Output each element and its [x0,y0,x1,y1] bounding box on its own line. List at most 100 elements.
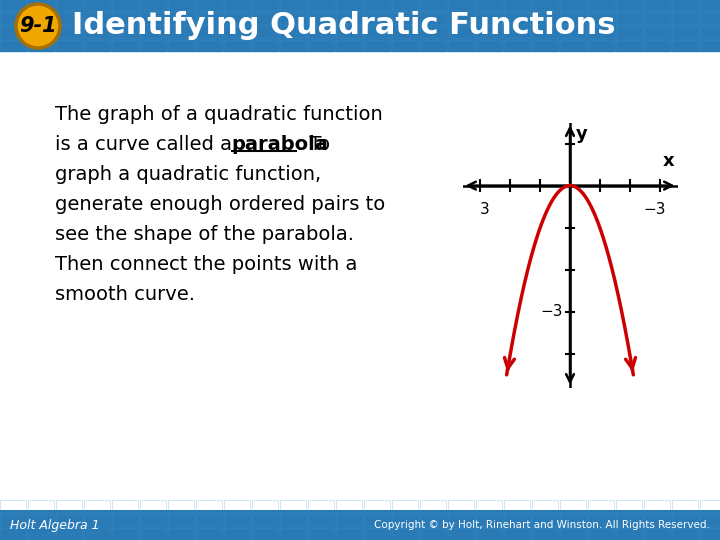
Bar [56,528,82,540]
Text: smooth curve.: smooth curve. [55,285,195,304]
Bar [168,528,194,540]
Bar [112,26,138,38]
Bar [252,0,278,10]
Text: −3: −3 [540,304,562,319]
Bar [392,528,418,540]
Bar [336,40,362,52]
Text: graph a quadratic function,: graph a quadratic function, [55,165,321,184]
Bar [420,26,446,38]
Bar [336,500,362,512]
Text: Then connect the points with a: Then connect the points with a [55,255,357,274]
Bar [700,0,720,10]
Bar [84,0,110,10]
Bar [252,40,278,52]
Bar [392,0,418,10]
Bar [280,500,306,512]
Bar [364,500,390,512]
Bar [224,40,250,52]
Bar [364,0,390,10]
Bar [196,514,222,526]
Bar [476,26,502,38]
Bar [532,12,558,24]
Bar [308,528,334,540]
Bar [392,500,418,512]
Bar [308,514,334,526]
Bar [616,528,642,540]
Bar [0,500,26,512]
Bar [560,0,586,10]
Bar [140,0,166,10]
Bar [140,500,166,512]
Bar [392,514,418,526]
Bar [532,26,558,38]
Bar [112,514,138,526]
Bar [616,12,642,24]
Bar [588,514,614,526]
Bar [644,500,670,512]
Text: Holt Algebra 1: Holt Algebra 1 [10,518,99,531]
Bar [308,500,334,512]
Bar [112,40,138,52]
Bar [448,0,474,10]
Bar [644,514,670,526]
Bar [532,500,558,512]
Bar [224,514,250,526]
Bar [616,514,642,526]
Bar [420,40,446,52]
Bar [476,12,502,24]
Bar [28,500,54,512]
Bar [392,26,418,38]
Bar [448,500,474,512]
Bar [672,12,698,24]
Bar [644,0,670,10]
Bar [336,514,362,526]
Text: x: x [663,152,675,170]
Text: generate enough ordered pairs to: generate enough ordered pairs to [55,195,385,214]
Bar [644,12,670,24]
Bar [0,514,26,526]
Bar [588,0,614,10]
Bar [224,500,250,512]
Bar [476,40,502,52]
Bar [336,26,362,38]
Bar [700,514,720,526]
Bar [476,0,502,10]
Bar [28,528,54,540]
Bar [280,40,306,52]
Bar [280,26,306,38]
Bar [588,500,614,512]
Bar [196,40,222,52]
Bar [84,514,110,526]
Bar [56,26,82,38]
Bar [252,500,278,512]
Bar [280,528,306,540]
Bar [112,500,138,512]
Bar [252,12,278,24]
Circle shape [16,4,60,48]
Bar [140,26,166,38]
Bar [504,12,530,24]
Bar [504,500,530,512]
Bar [364,12,390,24]
Bar [700,12,720,24]
Bar [364,26,390,38]
Bar [140,40,166,52]
Bar [84,40,110,52]
Bar [364,514,390,526]
Bar [560,514,586,526]
Bar [196,500,222,512]
Bar [476,514,502,526]
Bar [56,12,82,24]
Bar [532,0,558,10]
Bar [140,528,166,540]
Bar [336,0,362,10]
Bar [84,26,110,38]
Bar [532,528,558,540]
Bar [56,500,82,512]
Bar [0,12,26,24]
Bar [168,12,194,24]
Bar [280,12,306,24]
Bar [448,26,474,38]
Bar [196,12,222,24]
Bar [700,528,720,540]
